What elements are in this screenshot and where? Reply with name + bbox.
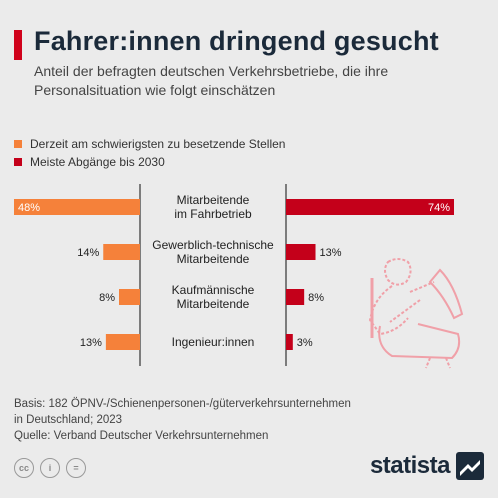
value-label: 8% <box>308 292 324 304</box>
value-label: 48% <box>18 202 40 214</box>
value-label: 13% <box>320 247 342 259</box>
category-label: Gewerblich-technische Mitarbeitende <box>152 238 274 266</box>
footer-basis-line1: Basis: 182 ÖPNV-/Schienenpersonen-/güter… <box>14 398 351 410</box>
nd-icon[interactable]: = <box>66 458 86 478</box>
statista-logo-icon <box>456 452 484 480</box>
category-label-line: Gewerblich-technische <box>152 238 274 252</box>
footer-source: Quelle: Verband Deutscher Verkehrsuntern… <box>14 430 269 442</box>
footer-basis-line2: in Deutschland; 2023 <box>14 414 123 426</box>
category-label-line: Ingenieur:innen <box>172 335 255 349</box>
bar-most-departures <box>286 199 454 215</box>
category-label: Ingenieur:innen <box>172 335 255 349</box>
bar-most-departures <box>286 334 293 350</box>
bar-hardest-to-fill <box>14 199 140 215</box>
bar-hardest-to-fill <box>105 334 140 350</box>
legend-item-red: Meiste Abgänge bis 2030 <box>14 154 285 170</box>
legend-label-orange: Derzeit am schwierigsten zu besetzende S… <box>30 137 286 151</box>
legend: Derzeit am schwierigsten zu besetzende S… <box>14 136 285 172</box>
category-label-line: Mitarbeitende <box>177 252 250 266</box>
page-subtitle: Anteil der befragten deutschen Verkehrsb… <box>34 63 389 98</box>
category-label-line: Kaufmännische <box>172 283 255 297</box>
statista-brand[interactable]: statista <box>370 452 484 480</box>
statista-wordmark: statista <box>369 452 451 479</box>
driver-seat-illustration <box>368 258 464 369</box>
footer-notes: Basis: 182 ÖPNV-/Schienenpersonen-/güter… <box>14 396 414 444</box>
page-title: Fahrer:innen dringend gesucht <box>34 26 439 56</box>
value-label: 74% <box>428 202 450 214</box>
legend-swatch-orange <box>14 140 22 148</box>
value-label: 3% <box>297 337 313 349</box>
legend-swatch-red <box>14 158 22 166</box>
category-label-line: Mitarbeitende <box>177 297 250 311</box>
bar-hardest-to-fill <box>119 289 140 305</box>
value-label: 13% <box>80 337 102 349</box>
legend-label-red: Meiste Abgänge bis 2030 <box>30 155 165 169</box>
legend-item-orange: Derzeit am schwierigsten zu besetzende S… <box>14 136 285 152</box>
value-label: 8% <box>99 292 115 304</box>
title-accent-bar <box>14 30 22 60</box>
license-icons: cc i = <box>14 458 86 478</box>
category-label-line: Mitarbeitende <box>177 193 250 207</box>
bar-most-departures <box>286 244 316 260</box>
category-label: Mitarbeitende im Fahrbetrieb <box>174 193 252 221</box>
value-label: 14% <box>77 247 99 259</box>
bar-hardest-to-fill <box>103 244 140 260</box>
category-label: Kaufmännische Mitarbeitende <box>172 283 255 311</box>
category-label-line: im Fahrbetrieb <box>174 207 252 221</box>
by-icon[interactable]: i <box>40 458 60 478</box>
bar-most-departures <box>286 289 305 305</box>
cc-icon[interactable]: cc <box>14 458 34 478</box>
